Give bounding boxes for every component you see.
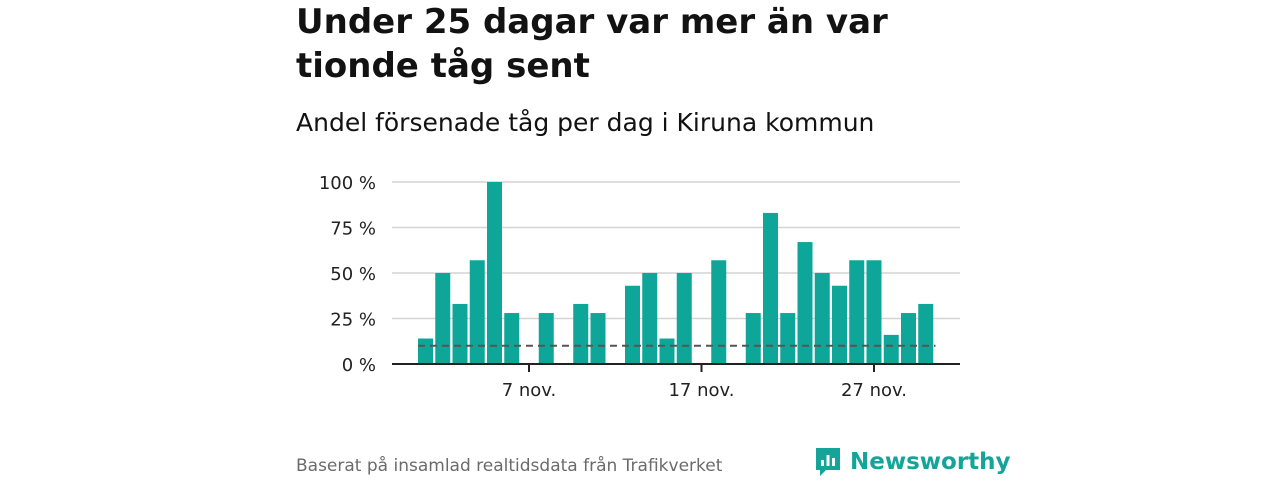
bar	[814, 273, 830, 364]
bar	[711, 260, 727, 364]
gridlines	[392, 181, 960, 320]
y-tick-label: 100 %	[319, 173, 376, 194]
y-tick-label: 75 %	[330, 219, 376, 240]
bar	[918, 303, 934, 364]
bar	[849, 260, 865, 364]
bar	[625, 285, 640, 364]
x-tick-label: 7 nov.	[502, 380, 557, 401]
y-tick-label: 0 %	[342, 355, 376, 376]
bar	[590, 313, 606, 364]
y-tick-label: 50 %	[330, 264, 376, 285]
brand-logo: Newsworthy	[814, 445, 1011, 479]
bar	[642, 273, 658, 364]
bar	[452, 303, 468, 364]
chart-card: Under 25 dagar var mer än var tionde tåg…	[296, 0, 1011, 480]
bar	[487, 182, 502, 364]
bar	[435, 273, 451, 364]
bar	[469, 260, 485, 364]
x-tick-label: 27 nov.	[841, 380, 907, 401]
newsworthy-logo-icon	[816, 448, 840, 476]
bar	[573, 303, 589, 364]
x-tick-label: 17 nov.	[668, 380, 734, 401]
bar	[763, 212, 778, 364]
bar-chart: 0 % 25 % 50 % 75 % 100 % 7 nov. 17 nov. 27 nov.	[319, 173, 960, 401]
chart-title: Under 25 dagar var mer än var tionde tåg…	[296, 2, 888, 86]
bar	[418, 338, 433, 364]
bar	[504, 313, 520, 364]
chart-subtitle: Andel försenade tåg per dag i Kiruna kom…	[296, 108, 875, 137]
bar	[676, 273, 692, 364]
y-tick-label: 25 %	[330, 310, 376, 331]
brand-name: Newsworthy	[850, 449, 1011, 475]
bar	[832, 285, 847, 364]
bar	[901, 313, 916, 364]
bar	[745, 313, 761, 364]
bar	[659, 338, 675, 364]
bar	[780, 313, 796, 364]
bar	[538, 313, 554, 364]
bar	[866, 260, 882, 364]
axes: 0 % 25 % 50 % 75 % 100 % 7 nov. 17 nov. 27 nov.	[319, 173, 960, 401]
source-note: Baserat på insamlad realtidsdata från Tr…	[296, 456, 723, 476]
bar	[883, 334, 899, 364]
bar	[797, 242, 813, 364]
